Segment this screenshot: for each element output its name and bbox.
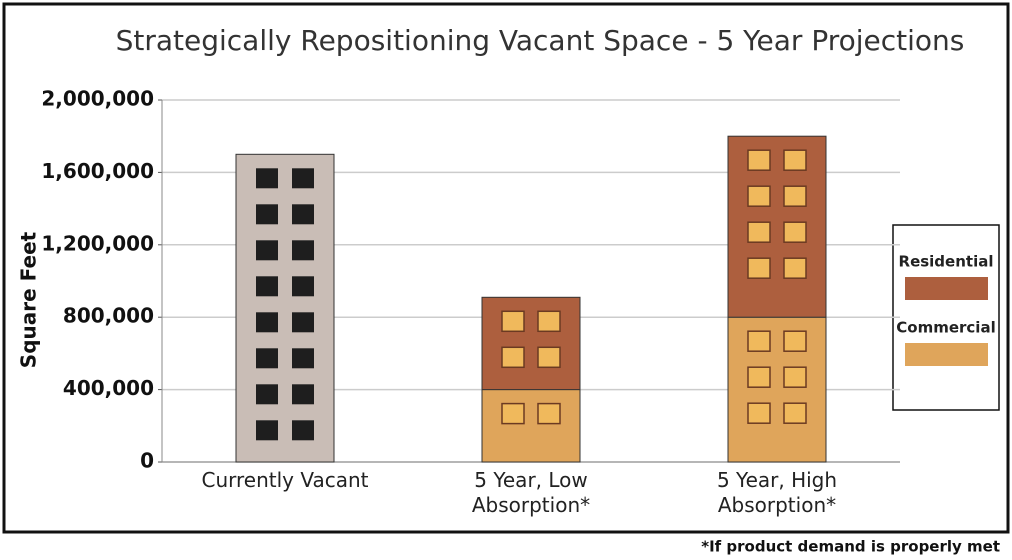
window (748, 367, 770, 387)
window (784, 150, 806, 170)
x-tick-label: Currently Vacant (190, 468, 380, 493)
window (502, 347, 524, 367)
y-tick-label: 2,000,000 (41, 87, 154, 111)
window (748, 331, 770, 351)
window (292, 348, 314, 368)
footnote: *If product demand is properly met (701, 538, 1000, 556)
window (502, 404, 524, 424)
window (256, 240, 278, 260)
chart-title: Strategically Repositioning Vacant Space… (116, 24, 965, 57)
window (748, 222, 770, 242)
window (292, 204, 314, 224)
window (292, 420, 314, 440)
bar-segment (482, 390, 580, 462)
window (256, 276, 278, 296)
window (256, 312, 278, 332)
window (784, 186, 806, 206)
legend-swatch (905, 277, 988, 300)
window (538, 347, 560, 367)
legend-label: Residential (899, 253, 994, 271)
window (784, 222, 806, 242)
y-tick-label: 1,200,000 (41, 231, 154, 255)
window (748, 186, 770, 206)
window (784, 367, 806, 387)
window (292, 384, 314, 404)
y-tick-label: 1,600,000 (41, 159, 154, 183)
window (256, 168, 278, 188)
y-tick-label: 800,000 (63, 304, 154, 328)
window (256, 420, 278, 440)
window (748, 258, 770, 278)
window (748, 150, 770, 170)
y-axis-label: Square Feet (17, 231, 41, 368)
window (292, 168, 314, 188)
window (292, 240, 314, 260)
window (538, 404, 560, 424)
window (784, 331, 806, 351)
bar-segment (482, 297, 580, 389)
legend-swatch (905, 343, 988, 366)
window (292, 276, 314, 296)
window (256, 204, 278, 224)
y-tick-label: 0 (140, 449, 154, 473)
window (292, 312, 314, 332)
chart-page: Strategically Repositioning Vacant Space… (0, 0, 1012, 560)
x-tick-label: 5 Year, Low Absorption* (456, 468, 606, 518)
window (784, 258, 806, 278)
bar-segment (728, 136, 826, 317)
window (784, 403, 806, 423)
window (502, 311, 524, 331)
window (748, 403, 770, 423)
bar-segment (236, 154, 334, 462)
window (256, 348, 278, 368)
legend-label: Commercial (896, 319, 995, 337)
y-tick-label: 400,000 (63, 376, 154, 400)
window (538, 311, 560, 331)
bar-segment (728, 317, 826, 462)
x-tick-label: 5 Year, High Absorption* (702, 468, 852, 518)
window (256, 384, 278, 404)
